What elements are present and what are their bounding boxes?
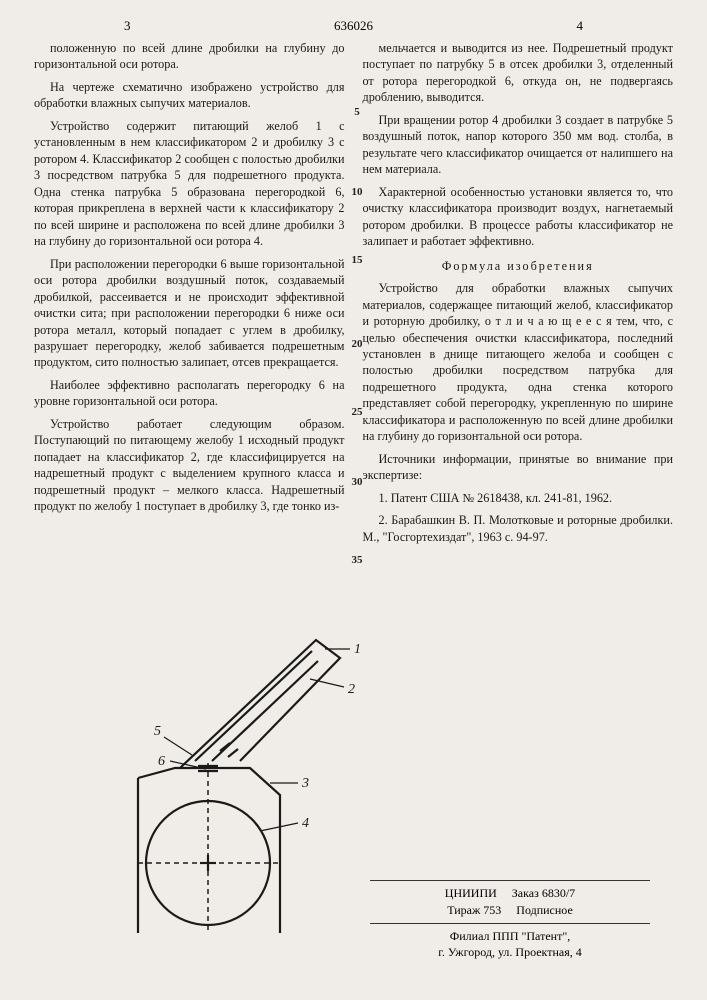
dia-label-3: 3 [301,776,309,791]
para: На чертеже схематично изображено устройс… [34,79,345,112]
para: мельчается и выводится из нее. Подрешетн… [363,40,674,106]
page: 3 636026 4 положенную по всей длине дроб… [0,0,707,1000]
para: положенную по всей длине дробилки на глу… [34,40,345,73]
print-run: Тираж 753 [447,903,501,917]
linenum: 35 [345,554,369,566]
right-column: мельчается и выводится из нее. Подрешетн… [363,40,674,551]
linenum: 20 [345,338,369,350]
device-diagram: 1 2 5 6 3 4 [120,633,380,933]
linenum: 15 [345,254,369,266]
branch: Филиал ППП "Патент", [370,923,650,945]
dia-label-4: 4 [302,816,309,831]
linenum: 10 [345,186,369,198]
para: При расположении перегородки 6 выше гори… [34,256,345,371]
para: Устройство содержит питающий желоб 1 с у… [34,118,345,250]
header-row: 3 636026 4 [34,18,673,34]
linenum: 30 [345,476,369,488]
linenum: 25 [345,406,369,418]
address: г. Ужгород, ул. Проектная, 4 [370,944,650,961]
para: Наиболее эффективно располагать перегоро… [34,377,345,410]
para: Источники информации, принятые во вниман… [363,451,674,484]
para: При вращении ротор 4 дробилки 3 создает … [363,112,674,178]
publisher: ЦНИИПИ [445,886,497,900]
doc-number: 636026 [334,18,373,34]
dia-label-6: 6 [158,754,165,769]
colophon: ЦНИИПИ Заказ 6830/7 Тираж 753 Подписное … [370,880,650,961]
order-num: Заказ 6830/7 [512,886,575,900]
formula-title: Формула изобретения [363,258,674,274]
subscription: Подписное [516,903,573,917]
page-num-right: 4 [577,18,584,34]
linenum: 5 [345,106,369,118]
para: Устройство для обработки влажных сыпучих… [363,280,674,445]
para: Характерной особенностью установки являе… [363,184,674,250]
left-column: положенную по всей длине дробилки на глу… [34,40,345,551]
dia-label-1: 1 [354,642,361,657]
page-num-left: 3 [124,18,131,34]
para: 1. Патент США № 2618438, кл. 241-81, 196… [363,490,674,506]
para: 2. Барабашкин В. П. Молотковые и роторны… [363,512,674,545]
para: Устройство работает следующим образом. П… [34,416,345,515]
dia-label-5: 5 [154,724,161,739]
dia-label-2: 2 [348,682,355,697]
